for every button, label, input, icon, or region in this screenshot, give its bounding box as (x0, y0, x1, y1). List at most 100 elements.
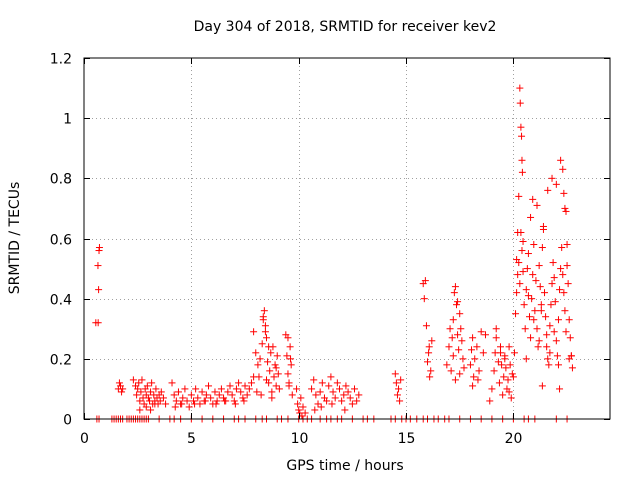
data-point (264, 358, 272, 366)
data-point (288, 391, 296, 399)
data-point (284, 334, 292, 342)
data-point (512, 310, 520, 318)
data-point (448, 334, 456, 342)
data-point (538, 244, 546, 252)
data-point (479, 349, 487, 357)
data-point (532, 277, 540, 285)
data-point (443, 361, 451, 369)
data-point (556, 286, 564, 294)
data-point (500, 373, 508, 381)
data-point (510, 349, 518, 357)
data-point (495, 379, 503, 387)
data-point (451, 376, 459, 384)
data-point (470, 373, 478, 381)
data-point (502, 364, 510, 372)
data-point (297, 394, 305, 402)
data-point (311, 406, 319, 414)
data-point (226, 382, 234, 390)
data-point (397, 376, 405, 384)
data-point (537, 301, 545, 309)
data-point (561, 307, 569, 315)
data-point (546, 349, 554, 357)
data-point (543, 343, 551, 351)
data-point (331, 394, 339, 402)
data-point (563, 241, 571, 249)
data-point (172, 397, 180, 405)
data-point (450, 289, 458, 297)
data-point (240, 397, 248, 405)
data-point (272, 364, 280, 372)
data-point (447, 367, 455, 375)
data-point (338, 397, 346, 405)
plot-frame (83, 57, 611, 420)
data-point (486, 397, 494, 405)
data-points (92, 84, 576, 423)
data-point (301, 409, 309, 417)
data-point (552, 180, 560, 188)
data-point (562, 207, 570, 215)
data-point (550, 328, 558, 336)
data-point (527, 334, 535, 342)
data-point (522, 355, 530, 363)
data-point (207, 394, 215, 402)
data-point (395, 385, 403, 393)
data-point (539, 222, 547, 230)
data-point (515, 192, 523, 200)
y-tick-label: 0.8 (50, 172, 72, 188)
data-point (424, 358, 432, 366)
data-point (477, 328, 485, 336)
data-point (255, 373, 263, 381)
data-point (497, 343, 505, 351)
data-point (456, 370, 464, 378)
data-point (94, 262, 102, 270)
data-point (260, 307, 268, 315)
data-point (267, 349, 275, 357)
data-point (327, 373, 335, 381)
data-point (530, 316, 538, 324)
data-point (274, 370, 282, 378)
data-point (428, 337, 436, 345)
data-point (95, 244, 103, 252)
data-point (344, 388, 352, 396)
data-point (523, 265, 531, 273)
data-point (232, 385, 240, 393)
data-point (529, 195, 537, 203)
data-point (266, 367, 274, 375)
data-point (273, 352, 281, 360)
data-point (213, 397, 221, 405)
data-point (548, 174, 556, 182)
data-point (559, 165, 567, 173)
data-point (328, 400, 336, 408)
data-point (189, 397, 197, 405)
data-point (194, 394, 202, 402)
data-point (135, 379, 143, 387)
data-point (253, 388, 261, 396)
data-point (94, 319, 102, 327)
data-point (129, 376, 137, 384)
data-point (259, 313, 267, 321)
data-point (224, 388, 232, 396)
data-point (147, 406, 155, 414)
data-point (550, 274, 558, 282)
data-point (513, 289, 521, 297)
data-point (541, 289, 549, 297)
data-point (212, 400, 220, 408)
data-point (449, 352, 457, 360)
data-point (151, 400, 159, 408)
data-point (118, 388, 126, 396)
data-point (557, 156, 565, 164)
data-point (535, 262, 543, 270)
data-point (566, 334, 574, 342)
data-point (452, 301, 460, 309)
data-point (490, 367, 498, 375)
data-point (460, 364, 468, 372)
data-point (178, 400, 186, 408)
data-point (396, 397, 404, 405)
data-point (256, 355, 264, 363)
data-point (314, 400, 322, 408)
data-point (469, 382, 477, 390)
data-point (518, 156, 526, 164)
data-point (138, 376, 146, 384)
data-point (488, 385, 496, 393)
y-tick-label: 1 (63, 112, 72, 128)
